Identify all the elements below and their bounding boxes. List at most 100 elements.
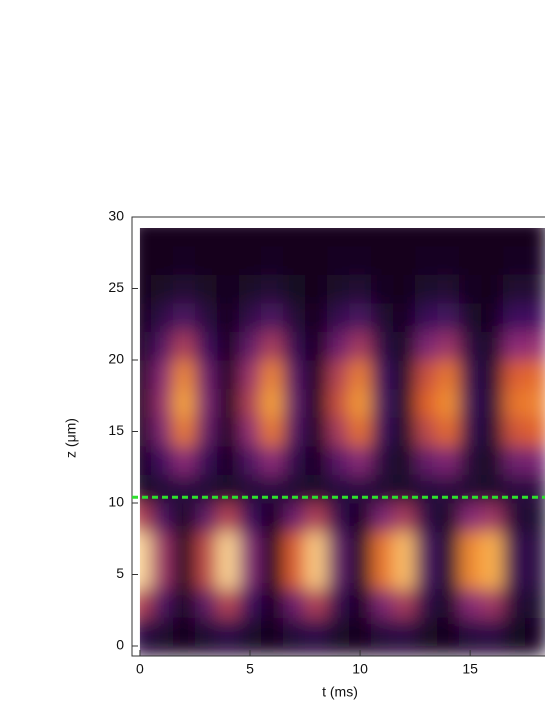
heat-cell (525, 560, 545, 590)
heat-cell (349, 560, 372, 590)
heat-cell (481, 245, 504, 275)
heat-cell (172, 274, 196, 304)
y-tick-label: 15 (108, 422, 124, 438)
heat-cell (305, 274, 328, 304)
heat-cell (194, 502, 218, 533)
heat-cell (238, 560, 262, 590)
heat-cell (481, 560, 504, 590)
heat-cell (216, 331, 240, 361)
heat-cell (216, 228, 240, 247)
heat-cell (415, 474, 438, 504)
heat-cell (525, 245, 545, 275)
heat-cell (283, 588, 306, 618)
heat-cell (261, 331, 284, 361)
heat-cell (349, 531, 372, 561)
heat-cell (172, 502, 196, 533)
heat-cell (393, 359, 416, 390)
heat-cell (172, 388, 196, 418)
heat-cell (305, 331, 328, 361)
y-axis-label: z (μm) (63, 418, 79, 458)
heat-cell (437, 302, 460, 332)
heat-cell (139, 388, 152, 418)
heat-cell (150, 502, 174, 533)
heat-cell (371, 588, 394, 618)
heat-cell (459, 388, 482, 418)
heat-cell (327, 445, 350, 475)
heat-cell (459, 359, 482, 390)
heat-cell (172, 531, 196, 561)
heat-cell (481, 502, 504, 533)
heat-cell (194, 331, 218, 361)
heat-cell (305, 560, 328, 590)
heat-cell (437, 502, 460, 533)
heat-cell (150, 302, 174, 332)
heat-cell (194, 228, 218, 247)
heat-cell (216, 588, 240, 618)
heat-cell (349, 302, 372, 332)
heat-cell (371, 302, 394, 332)
heat-cell (172, 228, 196, 247)
heat-cell (139, 531, 152, 561)
heat-cell (283, 359, 306, 390)
heat-cell (437, 388, 460, 418)
heat-cell (194, 588, 218, 618)
heat-cell (371, 474, 394, 504)
heat-cell (150, 617, 174, 647)
heat-cell (261, 388, 284, 418)
heat-cell (503, 302, 526, 332)
heat-cell (172, 417, 196, 447)
heat-cell (349, 502, 372, 533)
heat-cell (415, 617, 438, 647)
heat-cell (261, 359, 284, 390)
heat-cell (305, 502, 328, 533)
heat-cell (371, 531, 394, 561)
heat-cell (371, 359, 394, 390)
heat-cell (283, 617, 306, 647)
heat-cell (415, 274, 438, 304)
heat-cell (216, 302, 240, 332)
heat-cell (525, 474, 545, 504)
heat-cell (371, 560, 394, 590)
heat-cell (525, 417, 545, 447)
heat-cell (415, 245, 438, 275)
heat-cell (349, 474, 372, 504)
heat-cell (216, 474, 240, 504)
heat-cell (139, 502, 152, 533)
heat-cell (283, 274, 306, 304)
heat-cell (525, 388, 545, 418)
heat-cell (393, 445, 416, 475)
heat-cell (525, 531, 545, 561)
heat-cell (481, 531, 504, 561)
heat-cell (238, 245, 262, 275)
heat-cell (261, 502, 284, 533)
heat-cell (216, 388, 240, 418)
heat-cell (261, 474, 284, 504)
heat-cell (349, 331, 372, 361)
heat-cell (481, 445, 504, 475)
heat-cell (139, 588, 152, 618)
heat-cell (459, 331, 482, 361)
heat-cell (349, 274, 372, 304)
heat-cell (349, 417, 372, 447)
heat-cell (150, 417, 174, 447)
heat-cell (415, 331, 438, 361)
heat-cell (172, 359, 196, 390)
heat-cell (459, 302, 482, 332)
x-tick-label: 0 (136, 661, 144, 677)
heat-cell (415, 560, 438, 590)
heat-cell (393, 331, 416, 361)
heat-cell (525, 331, 545, 361)
heat-cell (371, 228, 394, 247)
heat-cell (283, 388, 306, 418)
heat-cell (481, 302, 504, 332)
heat-cell (283, 302, 306, 332)
heat-cell (327, 417, 350, 447)
heat-cell (459, 445, 482, 475)
heat-cell (349, 617, 372, 647)
heat-cell (238, 302, 262, 332)
heat-cell (393, 388, 416, 418)
heat-cell (437, 445, 460, 475)
heat-cell (503, 617, 526, 647)
